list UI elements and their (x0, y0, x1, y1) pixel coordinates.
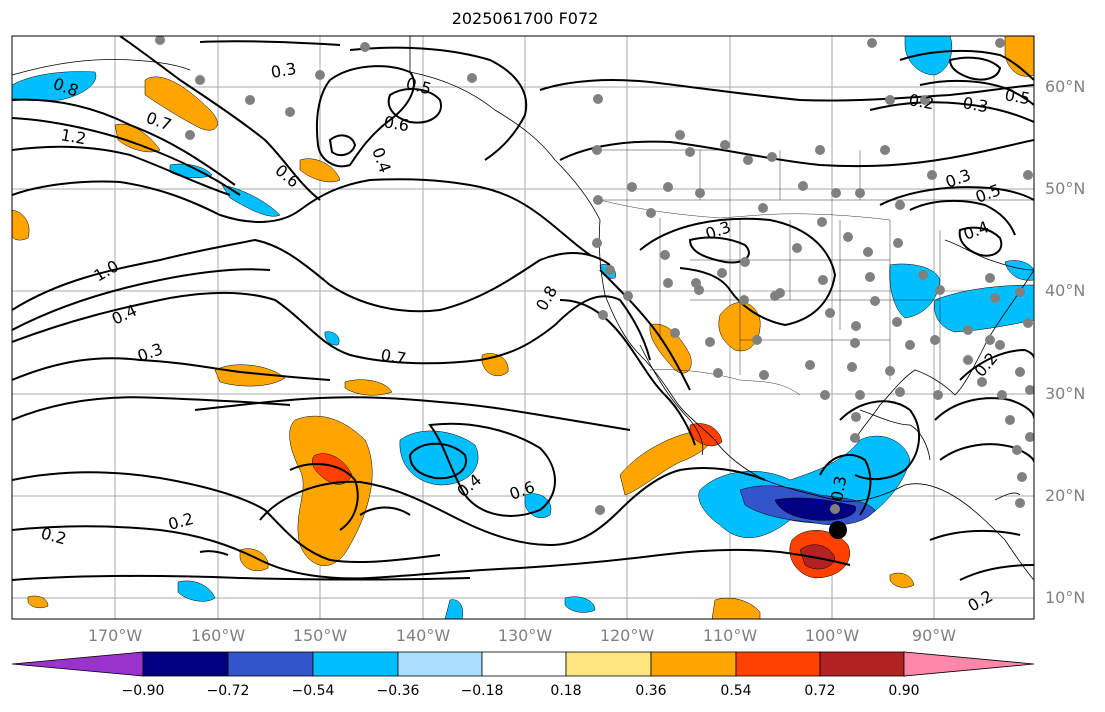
lon-label: 170°W (87, 626, 143, 645)
coastlines (12, 36, 1034, 581)
contour-label: 0.3 (269, 59, 297, 82)
colorbar-tick-label: 0.54 (720, 683, 752, 699)
station-dots (155, 36, 1034, 515)
colorbar-tick-label: −0.54 (291, 683, 335, 699)
colorbar-tick-label: 0.72 (804, 683, 836, 699)
lon-label: 100°W (804, 626, 860, 645)
map-frame (11, 35, 1035, 620)
colorbar-tick-label: 0.18 (550, 683, 582, 699)
colorbar-segment (142, 651, 229, 677)
colorbar-tick-label: −0.36 (376, 683, 420, 699)
colorbar-extend-low (11, 651, 144, 677)
colorbar-segment (819, 651, 905, 677)
lon-label: 160°W (190, 626, 246, 645)
colorbar (11, 651, 1035, 677)
lon-label: 140°W (395, 626, 451, 645)
lon-label: 120°W (599, 626, 655, 645)
colorbar-segment (227, 651, 314, 677)
lon-label: 110°W (702, 626, 758, 645)
contour-label: 0.7 (379, 345, 407, 368)
colorbar-segment (650, 651, 737, 677)
lat-label: 30°N (1045, 384, 1086, 403)
lat-label: 20°N (1045, 486, 1086, 505)
contour-label: 0.6 (382, 112, 410, 135)
colorbar-segment (397, 651, 483, 677)
colorbar-tick-label: 0.90 (888, 683, 920, 699)
shading-negative (12, 36, 1034, 619)
colorbar-tick-label: −0.90 (121, 683, 165, 699)
colorbar-segment (565, 651, 652, 677)
contour-label: 0.3 (961, 93, 989, 116)
map-title: 2025061700 F072 (451, 9, 599, 28)
colorbar-tick-label: −0.72 (206, 683, 250, 699)
lon-label: 150°W (292, 626, 348, 645)
contour-label: 0.2 (907, 90, 935, 113)
contour-label: 1.2 (59, 125, 87, 148)
lat-label: 50°N (1045, 179, 1086, 198)
colorbar-segment (735, 651, 821, 677)
lon-label: 90°W (911, 626, 957, 645)
lon-label: 130°W (497, 626, 553, 645)
lat-label: 10°N (1045, 588, 1086, 607)
colorbar-extend-high (903, 651, 1035, 677)
contour-label: 0.3 (827, 474, 850, 502)
contour-lines (12, 36, 1034, 581)
lat-label: 40°N (1045, 281, 1086, 300)
colorbar-segment (481, 651, 567, 677)
colorbar-tick-label: −0.18 (460, 683, 504, 699)
storm-center-marker (829, 521, 847, 539)
lat-label: 60°N (1045, 77, 1086, 96)
colorbar-tick-label: 0.36 (635, 683, 667, 699)
colorbar-segment (312, 651, 399, 677)
political-borders (599, 149, 1034, 396)
contour-label: 0.5 (1003, 85, 1031, 108)
